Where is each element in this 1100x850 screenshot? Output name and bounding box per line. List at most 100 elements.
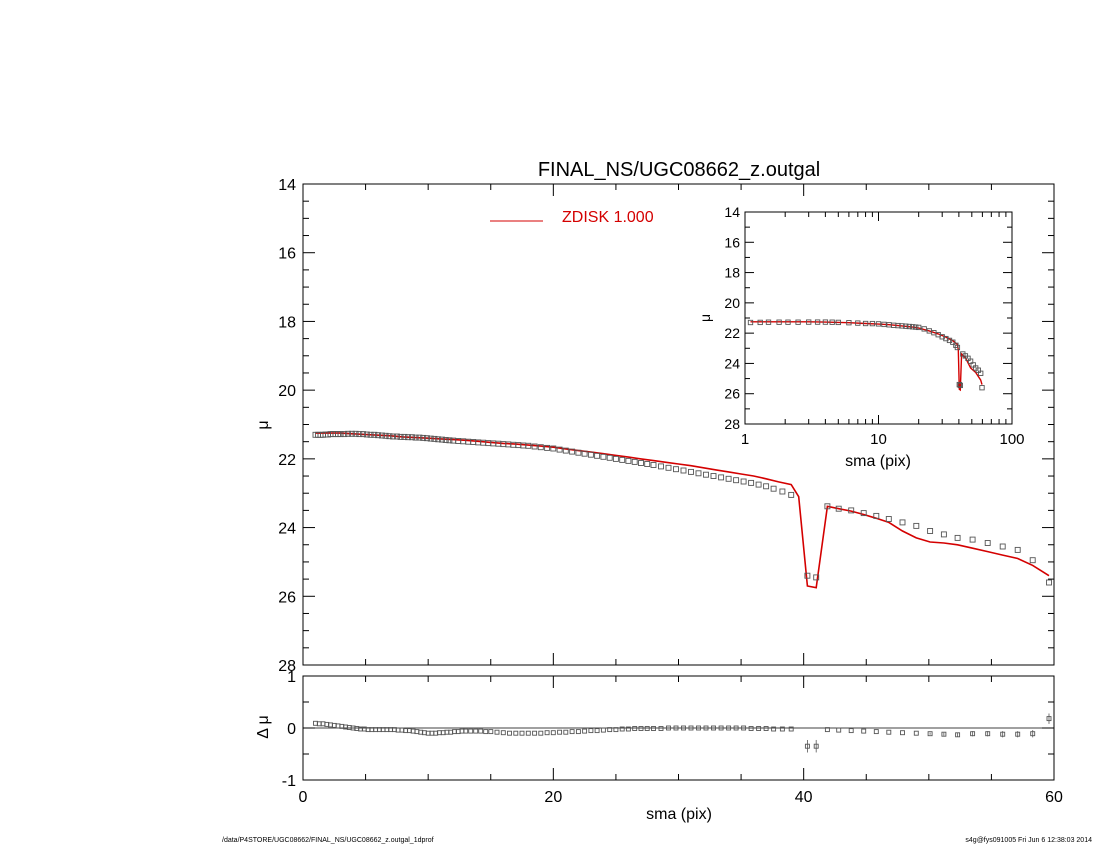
residual-data-point: [804, 743, 810, 749]
residual-data-point: [638, 726, 644, 731]
main-data-point: [804, 572, 811, 579]
residual-data-point: [513, 730, 519, 736]
inset-x-axis-label: sma (pix): [845, 453, 911, 470]
residual-data-point: [726, 725, 732, 731]
main-data-point: [341, 431, 348, 438]
inset-data-point: [747, 319, 754, 326]
x-tick-label: 20: [544, 789, 562, 806]
residual-data-point: [613, 727, 619, 733]
main-data-point: [703, 471, 709, 478]
residual-data-point: [651, 726, 656, 731]
inset-y-tick-label: 28: [724, 416, 740, 432]
main-data-point: [427, 435, 434, 442]
main-data-point: [438, 436, 445, 443]
residual-data-point: [494, 729, 500, 735]
main-data-point: [673, 466, 679, 473]
main-data-point: [562, 447, 569, 454]
residual-data-point: [985, 731, 991, 737]
main-data-point: [378, 432, 385, 439]
main-data-point: [594, 452, 601, 459]
residual-data-point: [500, 730, 506, 736]
residual-data-point: [478, 728, 484, 734]
inset-data-point: [765, 319, 772, 325]
main-data-point: [813, 574, 820, 581]
main-data-point: [860, 510, 867, 517]
main-axis-ticks: 14 16 18 20 22 24 26 28: [278, 177, 1055, 675]
main-y-tick-label: 18: [278, 314, 296, 331]
main-data-point: [984, 540, 991, 546]
main-data-point: [420, 434, 427, 441]
main-data-points: [312, 430, 1052, 586]
main-y-tick-label: 20: [278, 383, 296, 400]
main-data-point: [525, 442, 532, 449]
main-data-point: [397, 433, 404, 440]
inset-data-point: [806, 319, 812, 325]
main-data-point: [363, 431, 370, 438]
main-data-point: [625, 457, 632, 464]
residual-axis-ticks: 10-10 20 40 60: [282, 669, 1063, 806]
main-data-point: [606, 454, 613, 461]
main-data-point: [740, 478, 747, 485]
inset-data-point: [909, 324, 916, 330]
inset-data-point: [757, 319, 763, 326]
residual-data-point: [771, 726, 777, 732]
inset-data-point: [822, 319, 829, 325]
main-data-point: [873, 512, 880, 519]
main-data-point: [412, 434, 419, 441]
main-data-point: [367, 431, 374, 438]
legend-label-zdisk: ZDISK 1.000: [562, 209, 654, 226]
main-y-tick-label: 14: [278, 177, 296, 194]
main-y-tick-label: 16: [278, 246, 296, 263]
residual-data-point: [718, 725, 724, 731]
main-data-point: [779, 488, 786, 495]
residual-data-point: [688, 725, 694, 731]
residual-data-point: [873, 729, 879, 735]
main-data-point: [393, 433, 400, 440]
main-data-point: [1029, 557, 1036, 564]
residual-data-point: [582, 728, 588, 734]
residual-data-point: [703, 725, 709, 731]
inset-data-point: [814, 319, 821, 325]
residual-data-point: [941, 731, 947, 737]
residual-data-point: [779, 726, 785, 732]
main-data-point: [587, 451, 594, 458]
residual-data-point: [483, 729, 489, 735]
residual-data-point: [696, 725, 701, 731]
inset-data-point: [956, 381, 962, 388]
residual-y-axis-label: Δ μ: [255, 715, 272, 738]
inset-y-tick-label: 24: [724, 355, 740, 371]
residual-data-point: [886, 729, 892, 735]
inset-x-tick-label: 1: [741, 431, 749, 448]
main-data-point: [954, 534, 961, 541]
main-data-point: [733, 477, 740, 484]
residual-data-point: [575, 729, 581, 735]
main-data-point: [337, 431, 344, 438]
main-model-line: [315, 432, 1050, 589]
residual-data-point: [538, 730, 544, 736]
residual-data-point: [1046, 716, 1052, 722]
main-data-point: [848, 507, 855, 514]
residual-data-point: [673, 725, 679, 731]
main-y-tick-label: 22: [278, 452, 296, 469]
residual-data-point: [666, 725, 671, 731]
residual-data-points: [313, 713, 1052, 753]
residual-data-point: [955, 732, 961, 738]
main-data-point: [835, 505, 842, 512]
main-data-point: [1046, 579, 1052, 586]
inset-y-tick-label: 26: [724, 386, 740, 402]
main-data-point: [348, 430, 355, 437]
inset-data-point: [862, 320, 869, 327]
inset-data-point: [913, 324, 919, 330]
residual-data-point: [681, 725, 686, 731]
inset-y-tick-label: 14: [724, 204, 740, 220]
main-data-point: [360, 431, 367, 438]
inset-y-tick-label: 16: [724, 234, 740, 250]
residual-data-point: [544, 730, 550, 736]
residual-data-point: [848, 728, 854, 734]
footer-file-path: /data/P4STORE/UGC08662/FINAL_NS/UGC08662…: [222, 837, 434, 844]
inset-data-points: [747, 319, 985, 391]
x-tick-label: 60: [1045, 789, 1063, 806]
inset-data-point: [835, 319, 841, 326]
main-model-series-line: [315, 432, 1050, 589]
residual-data-point: [927, 731, 933, 737]
